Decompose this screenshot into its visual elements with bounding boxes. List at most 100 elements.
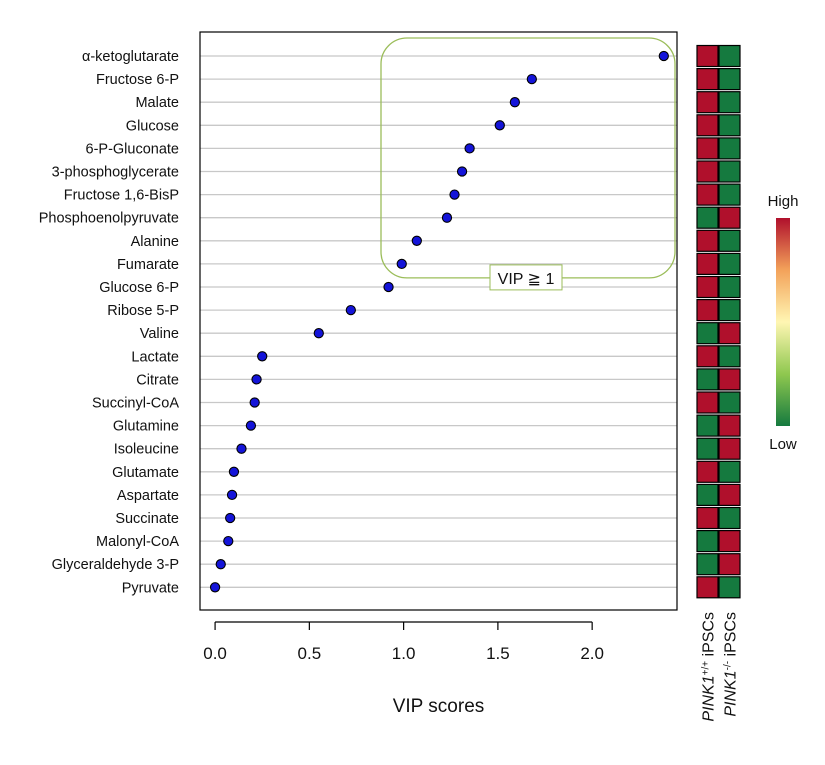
heatmap-cell: [718, 483, 741, 506]
column-label-gene: PINK1: [701, 675, 718, 721]
plot-frame: [199, 31, 678, 611]
column-label-genotype: -/-: [722, 661, 733, 670]
heatmap-cell: [696, 67, 719, 91]
heatmap-cell: [718, 322, 741, 345]
x-axis: 0.0 0.5 1.0 1.5 2.0 VIP scores: [199, 31, 678, 717]
column-label-genotype: +/+: [700, 661, 711, 676]
x-tick-label: 0.0: [203, 644, 227, 663]
data-point: [223, 535, 234, 547]
data-point: [449, 189, 460, 200]
vip-threshold-label: VIP ≧ 1: [498, 271, 555, 288]
category-label: Alanine: [131, 234, 179, 250]
category-label: Glutamine: [113, 419, 179, 435]
heatmap-cell: [696, 576, 719, 599]
grid-lines: [200, 55, 677, 588]
x-axis-title: VIP scores: [393, 696, 485, 717]
data-point: [464, 143, 475, 154]
heatmap-cell: [696, 437, 719, 460]
data-point: [383, 281, 394, 293]
heatmap-cell: [718, 414, 741, 437]
data-point: [411, 235, 422, 246]
category-label: Succinate: [115, 511, 179, 527]
heatmap-cell: [696, 160, 719, 183]
heatmap-cell: [696, 529, 719, 553]
data-point: [251, 374, 262, 385]
heatmap-cell: [696, 252, 719, 275]
data-point: [226, 489, 238, 501]
vip-threshold-box: [380, 37, 676, 279]
heatmap-cell: [718, 275, 741, 299]
category-label: Pyruvate: [122, 580, 179, 596]
data-point: [215, 559, 226, 570]
legend-high-label: High: [768, 193, 799, 210]
data-point: [441, 212, 453, 223]
heatmap-cell: [718, 437, 741, 460]
data-point: [209, 582, 221, 593]
category-label: Isoleucine: [114, 442, 179, 458]
heatmap-cell: [696, 506, 719, 530]
column-label-cells: iPSCs: [723, 612, 740, 661]
category-label: 6-P-Gluconate: [86, 141, 180, 157]
heatmap-cell: [696, 460, 719, 483]
heatmap-cell: [718, 160, 741, 183]
column-label-cells: iPSCs: [701, 612, 718, 661]
category-label: Glyceraldehyde 3-P: [52, 557, 179, 573]
heatmap-cell: [696, 299, 719, 322]
heatmap-cell: [718, 299, 741, 322]
data-point: [228, 466, 240, 477]
heatmap-cell: [718, 529, 741, 553]
heatmap-cell: [718, 252, 741, 275]
data-point: [257, 351, 268, 362]
category-label: Fumarate: [117, 257, 179, 273]
category-label: Ribose 5-P: [107, 303, 179, 319]
category-label: Glutamate: [112, 465, 179, 481]
heatmap-cell: [718, 183, 741, 206]
heatmap-cell: [718, 91, 741, 114]
category-labels: α-ketoglutarate Fructose 6-P Malate Glucose…: [39, 49, 180, 596]
heatmap-cell: [696, 114, 719, 137]
heatmap-cell: [718, 67, 741, 91]
heatmap-cell: [718, 44, 741, 68]
category-label: Succinyl-CoA: [92, 396, 179, 412]
category-label: α-ketoglutarate: [82, 49, 179, 65]
data-point: [236, 443, 247, 454]
data-point: [509, 97, 521, 108]
heatmap-column-label: PINK1+/+ iPSCs: [700, 612, 718, 722]
data-point: [313, 328, 324, 339]
heatmap-cell: [696, 229, 719, 252]
heatmap-cell: [696, 275, 719, 299]
vip-threshold-label-bg: [489, 264, 563, 291]
heatmap-cell: [696, 345, 719, 368]
data-point: [345, 304, 356, 316]
heatmap-cell: [696, 391, 719, 414]
heatmap-cell: [696, 483, 719, 506]
heatmap-column-label: PINK1-/- iPSCs: [722, 612, 740, 717]
heatmap-cell: [696, 44, 719, 68]
category-label: Glucose: [126, 118, 179, 134]
heatmap-cell: [718, 206, 741, 229]
heatmap-cell: [718, 391, 741, 414]
data-points: [209, 50, 669, 593]
data-point: [249, 397, 260, 408]
category-label: Valine: [140, 326, 179, 342]
color-legend: High Low: [768, 193, 799, 453]
x-tick-label: 0.5: [298, 644, 322, 663]
data-point: [658, 50, 669, 62]
heatmap-cell: [718, 460, 741, 483]
category-label: 3-phosphoglycerate: [52, 165, 179, 181]
category-label: Phosphoenolpyruvate: [39, 211, 179, 227]
heatmap-cell: [696, 322, 719, 345]
heatmap-cell: [718, 368, 741, 391]
x-tick-label: 1.5: [486, 644, 510, 663]
data-point: [526, 73, 537, 85]
heatmap-cell: [696, 368, 719, 391]
data-point: [245, 420, 257, 431]
category-label: Malate: [135, 95, 179, 111]
category-label: Fructose 1,6-BisP: [64, 188, 179, 204]
legend-low-label: Low: [769, 436, 797, 453]
vip-threshold-region: VIP ≧ 1: [380, 37, 676, 291]
heatmap-cell: [718, 345, 741, 368]
category-label: Aspartate: [117, 488, 179, 504]
data-point: [494, 120, 505, 131]
